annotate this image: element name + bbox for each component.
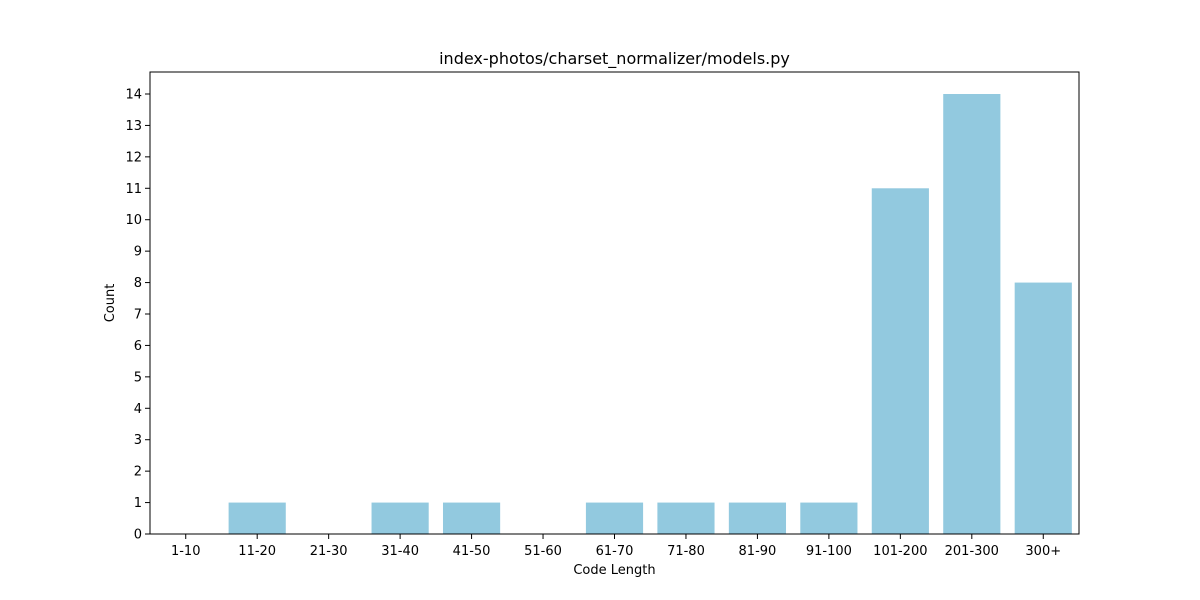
x-tick-label: 81-90 [739, 544, 777, 559]
x-axis: 1-10 11-20 21-30 31-40 41-50 51-60 61-70 71-80 8… [171, 534, 1061, 559]
y-tick-label: 3 [134, 433, 142, 448]
x-tick-label: 61-70 [596, 544, 634, 559]
y-tick-label: 1 [134, 496, 142, 511]
y-tick-label: 4 [134, 402, 142, 417]
y-tick-label: 12 [125, 150, 142, 165]
x-tick-label: 201-300 [945, 544, 999, 559]
plot-frame [149, 71, 1080, 535]
x-tick-label: 91-100 [806, 544, 852, 559]
bar-81-90 [728, 502, 787, 534]
bar-71-80 [657, 502, 715, 534]
y-tick-label: 2 [134, 465, 142, 480]
x-tick-label: 71-80 [667, 544, 705, 559]
bar-91-100 [800, 502, 858, 534]
bars-group [228, 94, 1072, 535]
x-tick-label: 51-60 [524, 544, 562, 559]
x-tick-label: 1-10 [171, 544, 201, 559]
y-tick-label: 8 [134, 276, 142, 291]
x-tick-label: 21-30 [310, 544, 348, 559]
bar-41-50 [442, 502, 501, 534]
y-axis-label: Count [103, 284, 118, 323]
y-tick-label: 11 [125, 182, 142, 197]
bar-31-40 [371, 502, 429, 534]
x-tick-label: 300+ [1025, 544, 1061, 559]
bar-61-70 [585, 502, 644, 534]
x-tick-label: 31-40 [381, 544, 419, 559]
y-tick-label: 0 [134, 528, 142, 543]
x-tick-label: 11-20 [238, 544, 276, 559]
y-tick-label: 6 [134, 339, 142, 354]
y-tick-label: 9 [134, 245, 142, 260]
bar-300+ [1014, 282, 1072, 534]
x-tick-label: 41-50 [453, 544, 491, 559]
y-tick-label: 5 [134, 370, 142, 385]
y-tick-label: 10 [125, 213, 142, 228]
y-tick-label: 14 [125, 88, 142, 103]
x-tick-label: 101-200 [873, 544, 927, 559]
chart-title: index-photos/charset_normalizer/models.p… [439, 49, 790, 69]
bar-201-300 [943, 94, 1001, 534]
y-tick-label: 13 [125, 119, 142, 134]
bar-101-200 [871, 188, 929, 535]
bar-11-20 [228, 502, 286, 534]
y-tick-label: 7 [134, 308, 142, 323]
x-axis-label: Code Length [573, 563, 655, 578]
